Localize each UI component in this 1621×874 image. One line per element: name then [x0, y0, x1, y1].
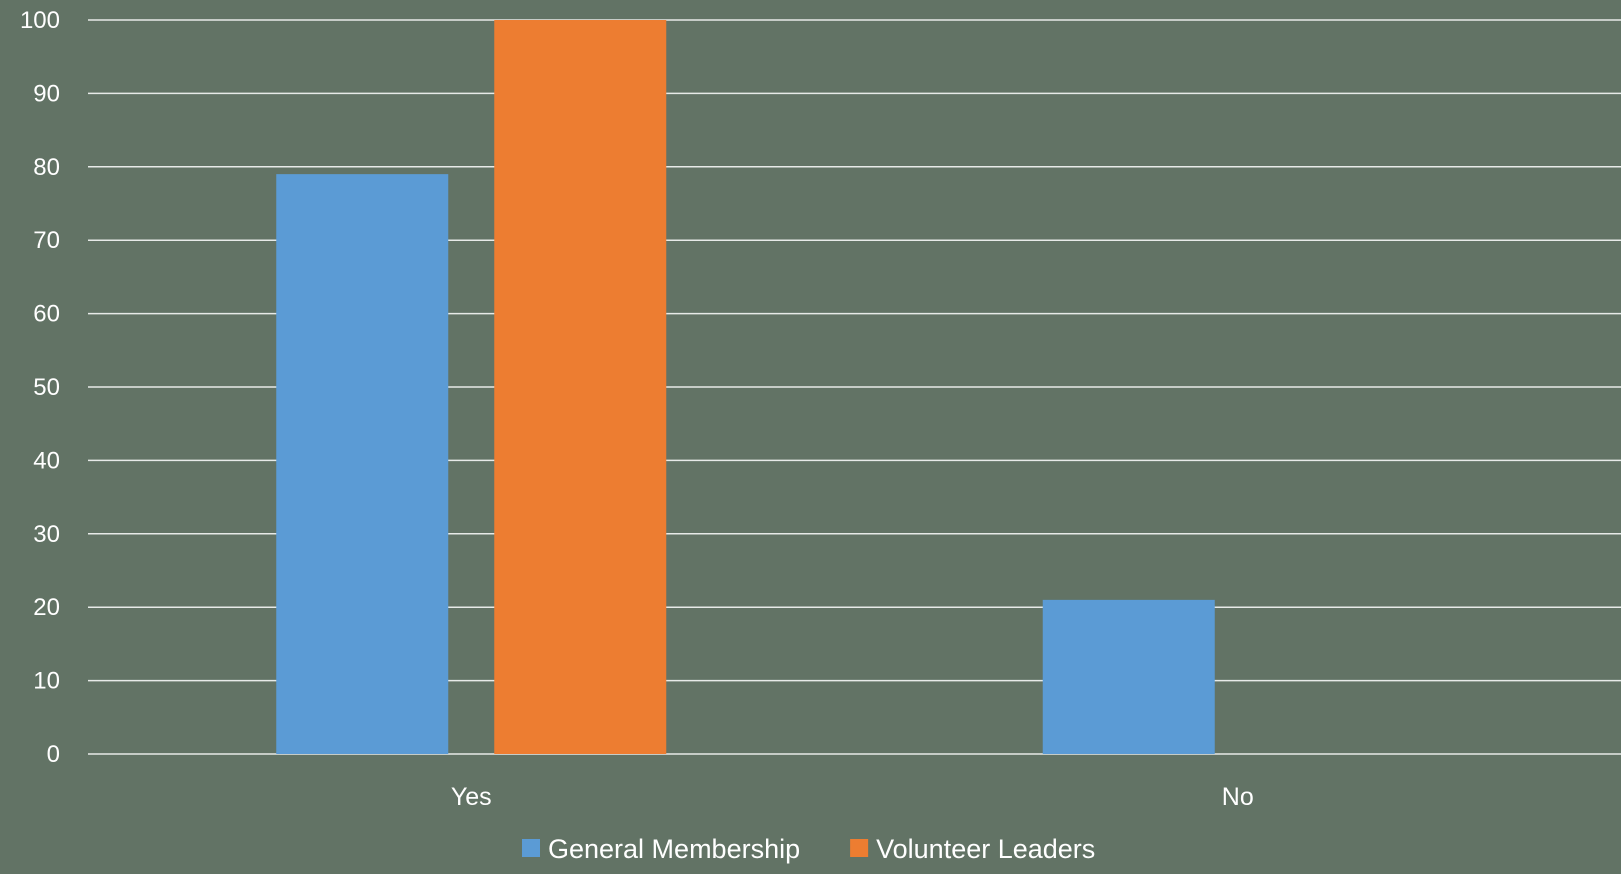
y-tick-label: 10	[33, 668, 60, 695]
y-tick-label: 50	[33, 374, 60, 401]
bar-yes-volunteer-leaders	[494, 20, 667, 754]
y-tick-label: 40	[33, 447, 60, 474]
x-category-label-no: No	[1222, 783, 1254, 811]
legend-swatch-volunteer-leaders	[850, 839, 869, 857]
bar-no-general-membership	[1042, 599, 1215, 754]
bars	[276, 20, 1215, 754]
legend-swatch-general-membership	[522, 839, 540, 857]
x-category-label-yes: Yes	[451, 783, 492, 811]
y-tick-label: 80	[33, 154, 60, 181]
legend-label-general-membership: General Membership	[548, 834, 800, 864]
legend: General Membership Volunteer Leaders	[522, 834, 1095, 864]
x-axis-category-labels: Yes No	[451, 783, 1254, 811]
y-tick-label: 30	[33, 521, 60, 548]
y-tick-label: 0	[47, 741, 60, 768]
y-tick-label: 20	[33, 594, 60, 621]
y-tick-label: 100	[20, 7, 60, 34]
y-tick-label: 60	[33, 301, 60, 328]
y-tick-label: 90	[33, 80, 60, 107]
legend-label-volunteer-leaders: Volunteer Leaders	[876, 834, 1095, 864]
y-tick-label: 70	[33, 227, 60, 254]
bar-yes-general-membership	[276, 174, 449, 754]
y-axis-tick-labels: 0 10 20 30 40 50 60 70 80 90 100	[20, 7, 60, 768]
